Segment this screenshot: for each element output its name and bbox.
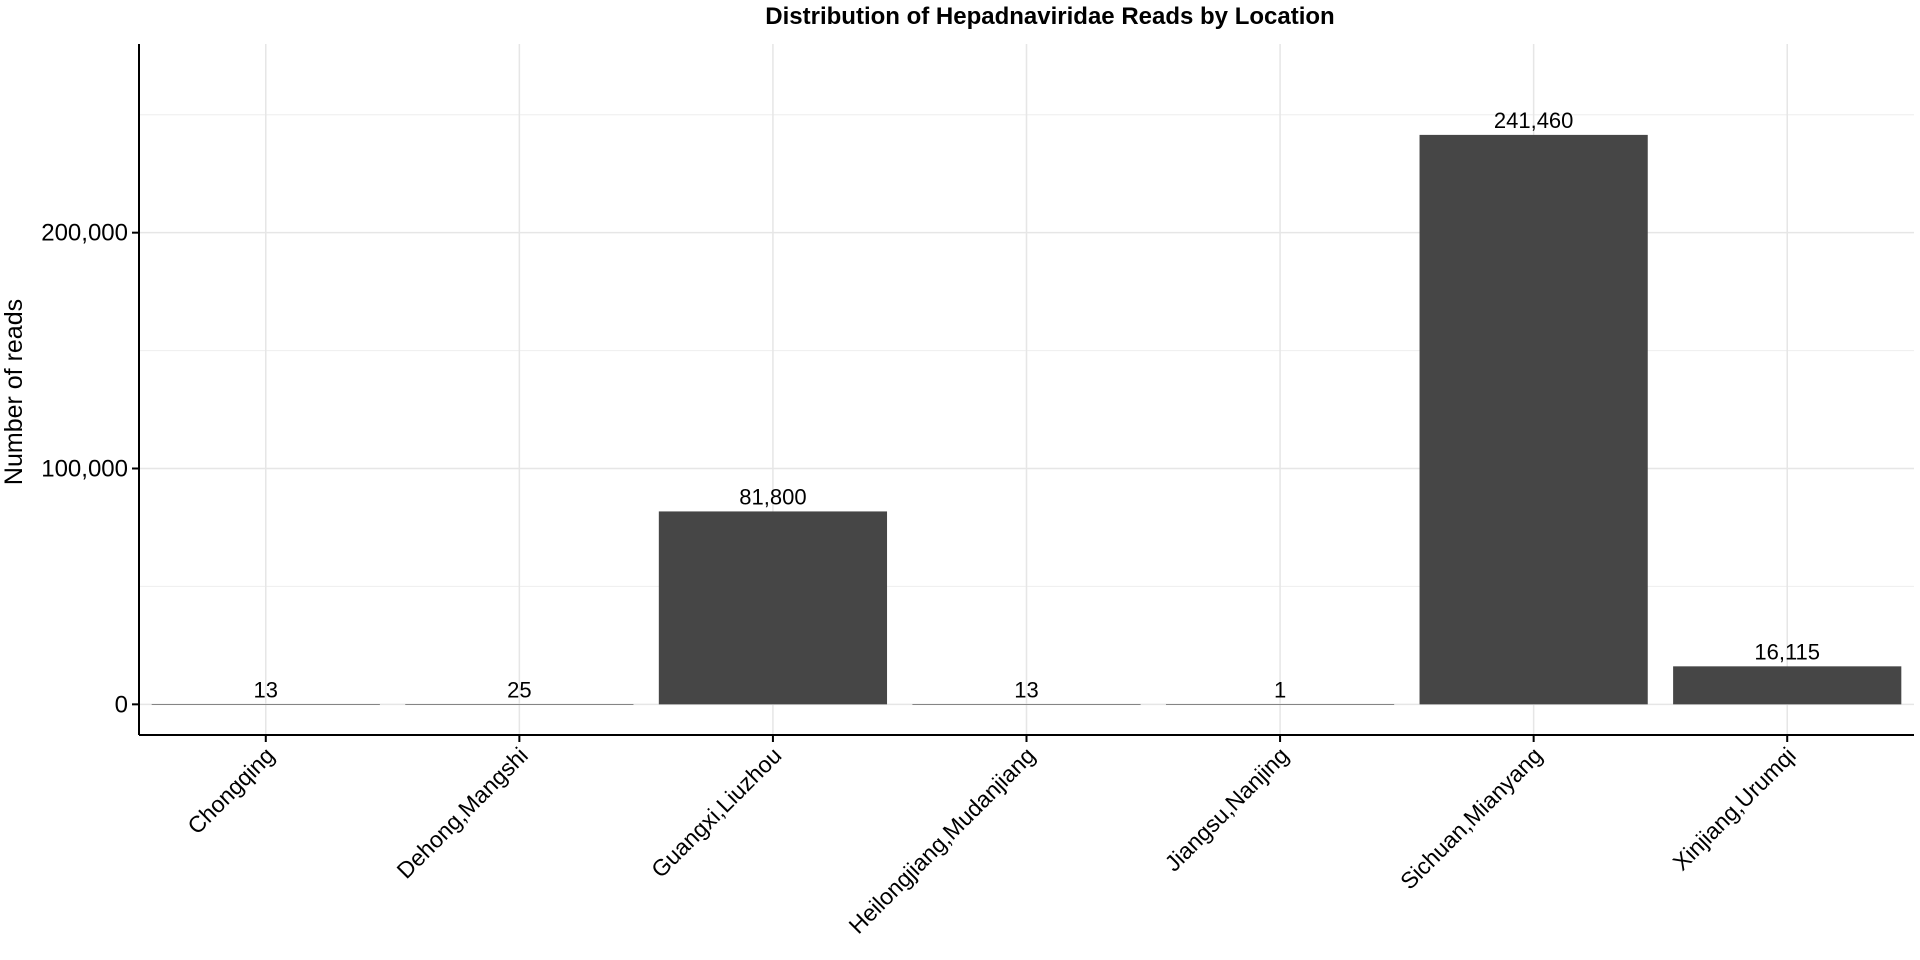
y-tick-label: 200,000: [41, 220, 128, 247]
y-axis-ticks: 0 100,000 200,000: [41, 220, 139, 718]
y-tick-label: 100,000: [41, 456, 128, 483]
x-axis-ticks: Chongqing Dehong,Mangshi Guangxi,Liuzhou He…: [182, 735, 1801, 939]
data-label: 25: [507, 677, 531, 702]
data-label: 241,460: [1494, 108, 1574, 133]
bar: [405, 704, 634, 705]
data-labels: 13 25 81,800 13 1 241,460 16,115: [254, 108, 1820, 702]
bar: [1165, 704, 1395, 705]
y-axis-title: Number of reads: [0, 299, 28, 485]
chart-title: Distribution of Hepadnaviridae Reads by …: [765, 3, 1334, 30]
data-label: 16,115: [1754, 639, 1820, 664]
x-tick-label: Guangxi,Liuzhou: [646, 742, 786, 882]
data-label: 1: [1274, 677, 1286, 702]
data-label: 13: [1014, 677, 1038, 702]
x-tick-label: Chongqing: [182, 742, 279, 839]
x-tick-label: Heilongjiang,Mudanjiang: [844, 742, 1041, 939]
bar: [1419, 134, 1648, 705]
y-tick-label: 0: [115, 691, 128, 718]
x-tick-label: Xinjiang,Urumqi: [1668, 742, 1801, 875]
bar: [912, 704, 1141, 705]
bar: [1673, 666, 1902, 705]
x-tick-label: Sichuan,Mianyang: [1395, 742, 1547, 894]
data-label: 13: [254, 677, 278, 702]
bar: [658, 511, 888, 705]
bars: [151, 134, 1902, 705]
bar: [151, 704, 380, 705]
x-tick-label: Jiangsu,Nanjing: [1159, 742, 1293, 876]
data-label: 81,800: [739, 484, 806, 509]
x-tick-label: Dehong,Mangshi: [392, 742, 533, 883]
